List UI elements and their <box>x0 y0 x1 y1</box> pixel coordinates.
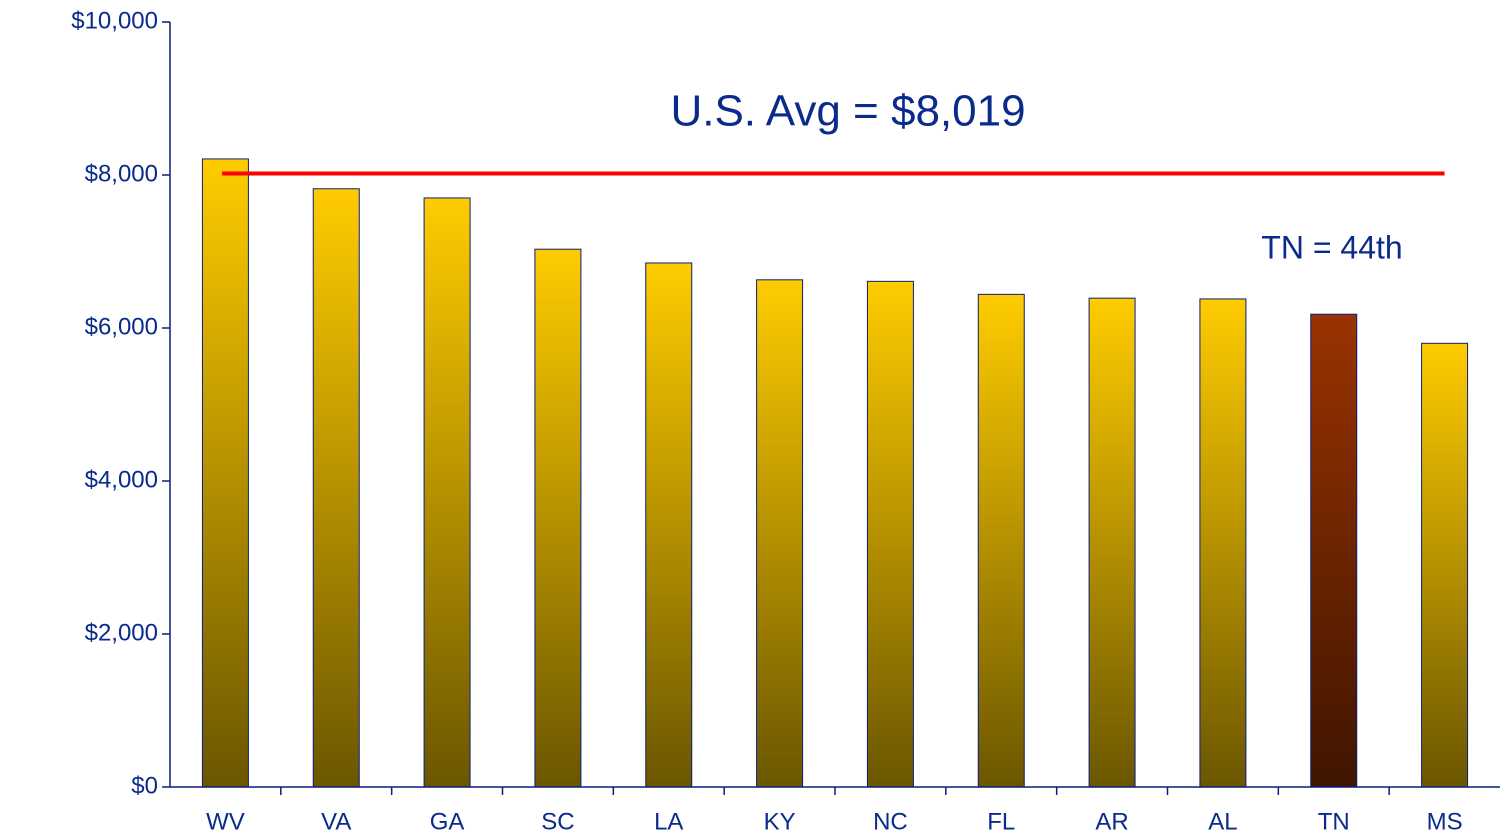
bar <box>866 280 914 788</box>
reference-label: U.S. Avg = $8,019 <box>670 87 1025 136</box>
bar <box>1088 297 1136 788</box>
x-tick-label: MS <box>1427 808 1463 835</box>
x-tick-label: SC <box>541 808 574 835</box>
x-tick-label: AL <box>1208 808 1237 835</box>
x-tick-label: VA <box>321 808 351 835</box>
bar <box>645 262 693 788</box>
bar <box>312 188 360 788</box>
bar <box>977 293 1025 788</box>
y-tick-label: $8,000 <box>85 160 158 187</box>
x-tick-label: FL <box>987 808 1015 835</box>
bar <box>1421 342 1469 788</box>
bar <box>201 158 249 788</box>
bar <box>534 248 582 788</box>
y-tick-label: $6,000 <box>85 313 158 340</box>
x-tick-label: WV <box>206 808 245 835</box>
bar <box>756 279 804 788</box>
annotation: TN = 44th <box>1261 229 1402 265</box>
x-tick-label: GA <box>430 808 465 835</box>
x-tick-label: TN <box>1318 808 1350 835</box>
y-tick-label: $2,000 <box>85 619 158 646</box>
x-tick-label: NC <box>873 808 908 835</box>
y-tick-label: $0 <box>131 772 158 799</box>
x-tick-label: LA <box>654 808 683 835</box>
y-tick-label: $10,000 <box>71 7 158 34</box>
x-tick-label: AR <box>1095 808 1128 835</box>
y-tick-label: $4,000 <box>85 466 158 493</box>
bar <box>423 197 471 788</box>
x-tick-label: KY <box>764 808 796 835</box>
bar <box>1310 313 1358 788</box>
bar <box>1199 298 1247 788</box>
